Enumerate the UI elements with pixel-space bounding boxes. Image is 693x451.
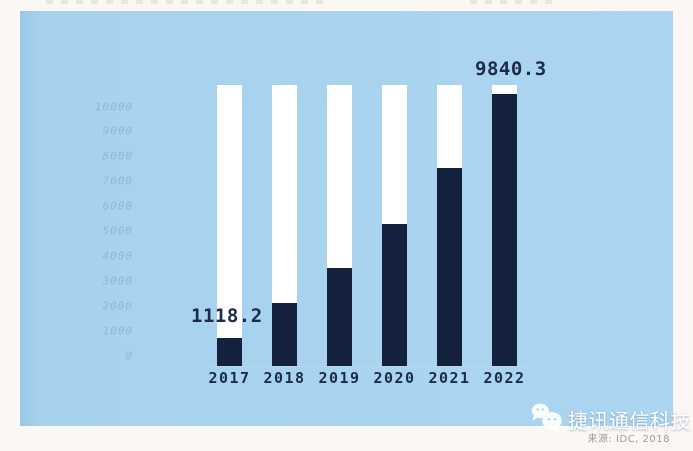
bar (437, 168, 462, 366)
x-axis-line (203, 366, 528, 367)
source-credit-text: 来源: IDC, 2018 (587, 434, 670, 445)
x-axis-tick-label: 2019 (318, 369, 361, 387)
data-label-2022: 9840.3 (475, 58, 547, 80)
bar-track (217, 85, 242, 366)
bar-track (382, 85, 407, 366)
clipped-caption-remnant (46, 0, 331, 4)
bar-track (492, 85, 517, 366)
x-axis-tick-label: 2020 (373, 369, 416, 387)
x-axis-tick-label: 2018 (263, 369, 306, 387)
data-label-2017: 1118.2 (191, 305, 263, 327)
bar-track (327, 85, 352, 366)
bar-track (437, 85, 462, 366)
x-axis-tick-label: 2017 (208, 369, 251, 387)
bar (217, 338, 242, 366)
x-axis-tick-label: 2022 (483, 369, 526, 387)
x-axis-tick-label: 2021 (428, 369, 471, 387)
wechat-icon (531, 403, 562, 433)
bar (272, 303, 297, 366)
brand-watermark-text: 捷讯通信科技 (568, 409, 691, 433)
bar (492, 94, 517, 366)
bar (327, 268, 352, 366)
bar (382, 224, 407, 366)
clipped-caption-remnant (470, 0, 560, 4)
bar-track (272, 85, 297, 366)
